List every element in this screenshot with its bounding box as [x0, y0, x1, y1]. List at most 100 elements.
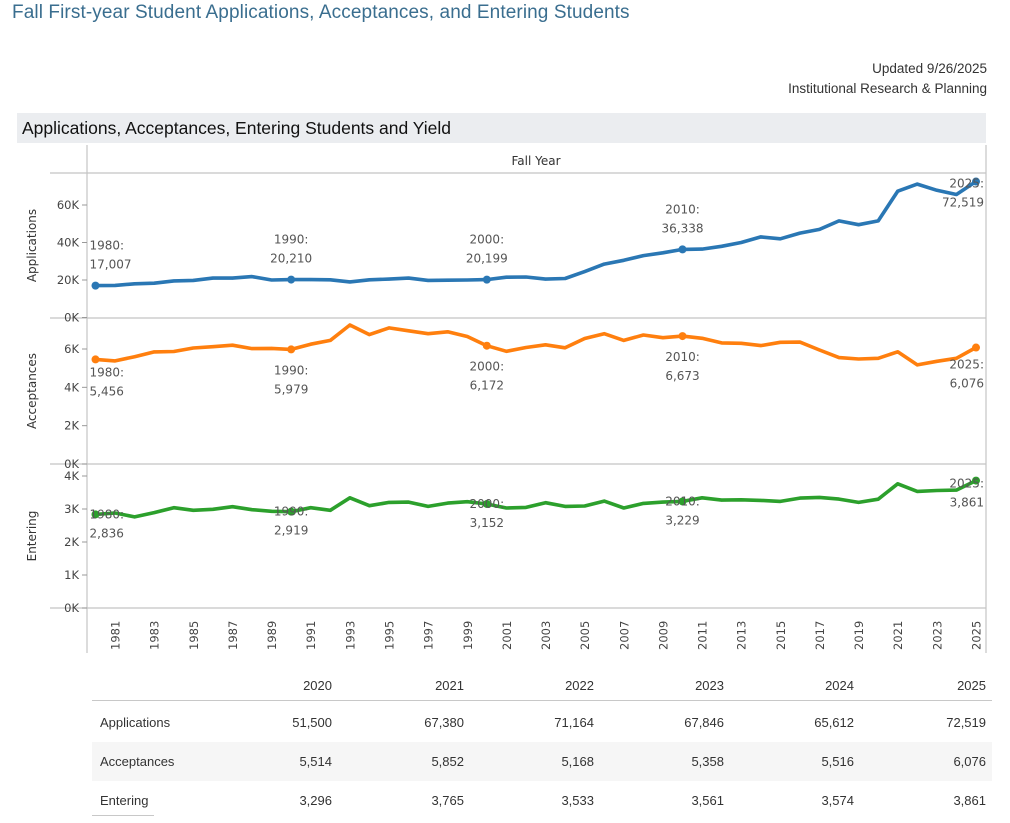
data-point — [544, 501, 548, 505]
annotated-point — [91, 510, 100, 519]
updated-date: Updated 9/26/2025 — [872, 61, 987, 76]
data-point — [700, 496, 704, 500]
data-point — [661, 251, 665, 255]
summary-table: 2020 2021 2022 2023 2024 2025 Applications 51,… — [92, 668, 992, 820]
data-point — [563, 346, 567, 350]
data-label: 17,007 — [90, 258, 132, 272]
data-point — [622, 506, 626, 510]
section-header: Applications, Acceptances, Entering Stud… — [17, 113, 986, 143]
data-point — [602, 332, 606, 336]
data-point — [720, 244, 724, 248]
y-axis-title-entering: Entering — [25, 511, 39, 562]
x-tick-label: 1999 — [461, 621, 475, 650]
x-tick-label: 1989 — [265, 621, 279, 650]
table-row: Applications 51,500 67,380 71,164 67,846 65,6… — [92, 703, 992, 742]
data-point — [759, 235, 763, 239]
data-point — [191, 508, 195, 512]
x-tick-label: 2017 — [813, 621, 827, 650]
data-point — [328, 338, 332, 342]
x-tick-label: 2009 — [656, 621, 670, 650]
y-tick-label: 0K — [64, 601, 79, 615]
x-axis-title: Fall Year — [511, 154, 560, 168]
data-point — [759, 498, 763, 502]
data-point — [778, 499, 782, 503]
data-point — [837, 356, 841, 360]
annotated-point — [678, 332, 687, 341]
table-cell: 3,574 — [821, 793, 854, 808]
data-point — [309, 278, 313, 282]
data-point — [191, 346, 195, 350]
data-label: 2000: — [470, 233, 505, 247]
table-cell: 3,861 — [953, 793, 986, 808]
table-row: Acceptances 5,514 5,852 5,168 5,358 5,516 6,07… — [92, 742, 992, 781]
y-tick-label: 1K — [64, 568, 79, 582]
data-point — [152, 350, 156, 354]
data-point — [641, 333, 645, 337]
data-point — [915, 489, 919, 493]
data-point — [954, 356, 958, 360]
data-point — [583, 336, 587, 340]
data-label: 2010: — [665, 202, 700, 216]
data-label: 2010: — [665, 350, 700, 364]
data-point — [622, 338, 626, 342]
y-tick-label: 20K — [57, 273, 80, 287]
annotated-point — [482, 341, 491, 350]
table-cell: 3,561 — [691, 793, 724, 808]
data-label: 72,519 — [942, 196, 984, 210]
data-point — [798, 340, 802, 344]
table-cell: 71,164 — [554, 715, 594, 730]
data-label: 1990: — [274, 363, 309, 377]
table-cell: 5,516 — [821, 754, 854, 769]
table-header-row: 2020 2021 2022 2023 2024 2025 — [92, 668, 992, 703]
data-point — [250, 508, 254, 512]
data-label: 2000: — [470, 360, 505, 374]
data-label: 2025: — [949, 477, 984, 491]
data-point — [113, 283, 117, 287]
data-label: 2025: — [949, 177, 984, 191]
data-point — [367, 504, 371, 508]
annotated-point — [678, 497, 687, 506]
data-point — [778, 237, 782, 241]
data-point — [446, 330, 450, 334]
data-label: 2,919 — [274, 524, 308, 538]
table-cell: 67,380 — [424, 715, 464, 730]
data-label: 2000: — [470, 497, 505, 511]
data-point — [876, 497, 880, 501]
x-tick-label: 1995 — [383, 621, 397, 650]
data-point — [583, 504, 587, 508]
data-point — [367, 333, 371, 337]
data-point — [915, 363, 919, 367]
data-point — [426, 278, 430, 282]
data-point — [465, 500, 469, 504]
table-cell: 51,500 — [292, 715, 332, 730]
data-label: 1980: — [90, 365, 125, 379]
data-point — [504, 349, 508, 353]
annotated-point — [678, 245, 687, 254]
data-label: 5,456 — [90, 384, 124, 398]
data-point — [387, 277, 391, 281]
data-point — [739, 498, 743, 502]
x-tick-label: 1981 — [109, 621, 123, 650]
data-point — [504, 506, 508, 510]
data-point — [270, 346, 274, 350]
data-label: 3,229 — [665, 513, 699, 527]
x-tick-label: 2001 — [500, 621, 514, 650]
table-cell: 5,514 — [299, 754, 332, 769]
data-point — [133, 515, 137, 519]
data-point — [172, 279, 176, 283]
data-point — [328, 278, 332, 282]
data-point — [641, 254, 645, 258]
data-point — [504, 275, 508, 279]
x-tick-label: 2019 — [852, 621, 866, 650]
table-cell: 5,168 — [561, 754, 594, 769]
data-point — [563, 277, 567, 280]
line-chart[interactable]: Fall Year Applications 0K 20K 40K 60K 1980: 17… — [0, 145, 1010, 655]
data-point — [172, 506, 176, 510]
data-label: 2,836 — [90, 526, 124, 540]
data-label: 5,979 — [274, 382, 308, 396]
column-header: 2020 — [303, 678, 332, 693]
table-bottom-rule — [92, 815, 154, 816]
table-cell: 3,296 — [299, 793, 332, 808]
x-tick-label: 2021 — [891, 621, 905, 650]
data-point — [465, 278, 469, 282]
